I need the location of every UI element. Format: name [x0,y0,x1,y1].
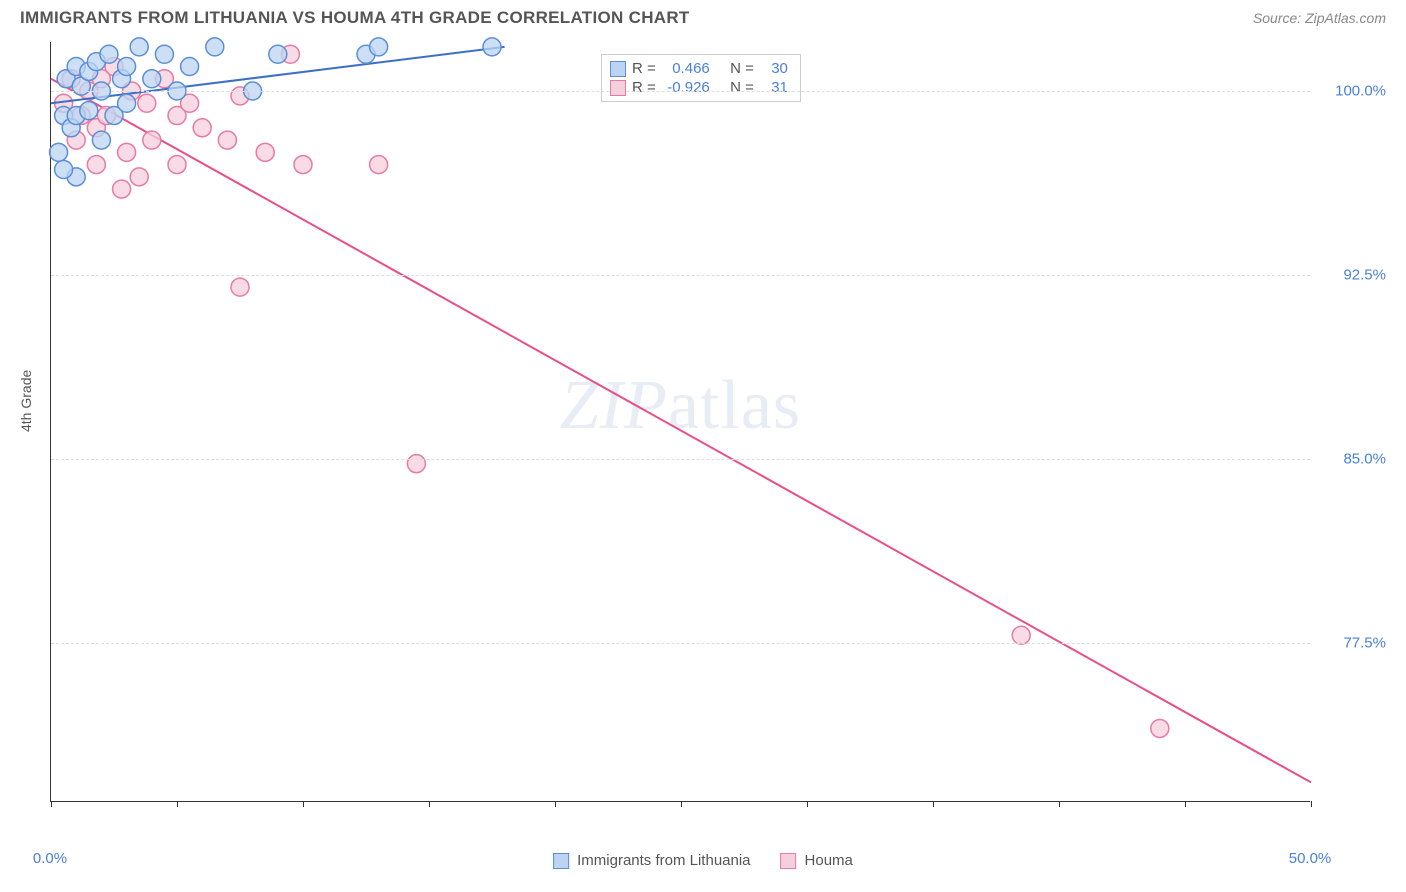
r-value: -0.926 [662,79,710,96]
data-point [206,38,224,56]
legend-swatch [781,853,797,869]
y-tick-label: 77.5% [1343,634,1386,651]
gridline [51,275,1310,276]
y-tick-label: 85.0% [1343,450,1386,467]
legend-swatch [553,853,569,869]
bottom-legend: Immigrants from Lithuania Houma [553,852,853,869]
legend-item: Houma [781,852,853,869]
legend-item: Immigrants from Lithuania [553,852,750,869]
data-point [370,156,388,174]
y-tick-label: 92.5% [1343,266,1386,283]
n-label: N = [730,79,754,96]
x-tick [555,801,556,807]
data-point [113,180,131,198]
data-point [1151,719,1169,737]
y-tick-label: 100.0% [1335,83,1386,100]
source-label: Source: ZipAtlas.com [1253,10,1386,26]
data-point [100,45,118,63]
data-point [168,156,186,174]
data-point [407,455,425,473]
regression-line [51,79,1311,783]
data-point [1012,626,1030,644]
x-tick [1059,801,1060,807]
x-tick [1311,801,1312,807]
x-tick-label: 50.0% [1289,850,1332,867]
r-label: R = [632,60,656,77]
legend-label: Immigrants from Lithuania [577,852,750,869]
data-point [370,38,388,56]
gridline [51,459,1310,460]
data-point [92,131,110,149]
data-point [483,38,501,56]
stats-row: R = 0.466 N = 30 [610,59,788,78]
data-point [118,143,136,161]
n-label: N = [730,60,754,77]
legend-swatch [610,80,626,96]
r-label: R = [632,79,656,96]
header: IMMIGRANTS FROM LITHUANIA VS HOUMA 4TH G… [0,0,1406,32]
data-point [181,58,199,76]
data-point [193,119,211,137]
x-tick [303,801,304,807]
x-tick [51,801,52,807]
data-point [138,94,156,112]
data-point [87,156,105,174]
plot-region: ZIPatlas R =0.466 N =30R =-0.926 N =31 [50,42,1310,802]
data-point [143,70,161,88]
data-point [118,94,136,112]
data-point [130,168,148,186]
chart-title: IMMIGRANTS FROM LITHUANIA VS HOUMA 4TH G… [20,8,690,28]
data-point [155,45,173,63]
stats-legend: R = 0.466 N = 30 R = -0.926 N = 31 [601,54,801,102]
data-point [231,278,249,296]
r-value: 0.466 [662,60,710,77]
data-point [130,38,148,56]
data-point [118,58,136,76]
y-axis-label: 4th Grade [18,370,34,432]
scatter-svg [51,42,1311,802]
x-tick [1185,801,1186,807]
x-tick [429,801,430,807]
legend-swatch [610,61,626,77]
x-tick-label: 0.0% [33,850,67,867]
x-tick [933,801,934,807]
x-tick [807,801,808,807]
data-point [256,143,274,161]
chart-area: 4th Grade ZIPatlas R =0.466 N =30R =-0.9… [0,32,1406,882]
data-point [218,131,236,149]
data-point [50,143,68,161]
gridline [51,643,1310,644]
x-tick [681,801,682,807]
gridline [51,91,1310,92]
n-value: 31 [760,79,788,96]
data-point [143,131,161,149]
data-point [294,156,312,174]
legend-label: Houma [805,852,853,869]
n-value: 30 [760,60,788,77]
x-tick [177,801,178,807]
data-point [55,160,73,178]
data-point [269,45,287,63]
stats-row: R = -0.926 N = 31 [610,78,788,97]
data-point [80,102,98,120]
